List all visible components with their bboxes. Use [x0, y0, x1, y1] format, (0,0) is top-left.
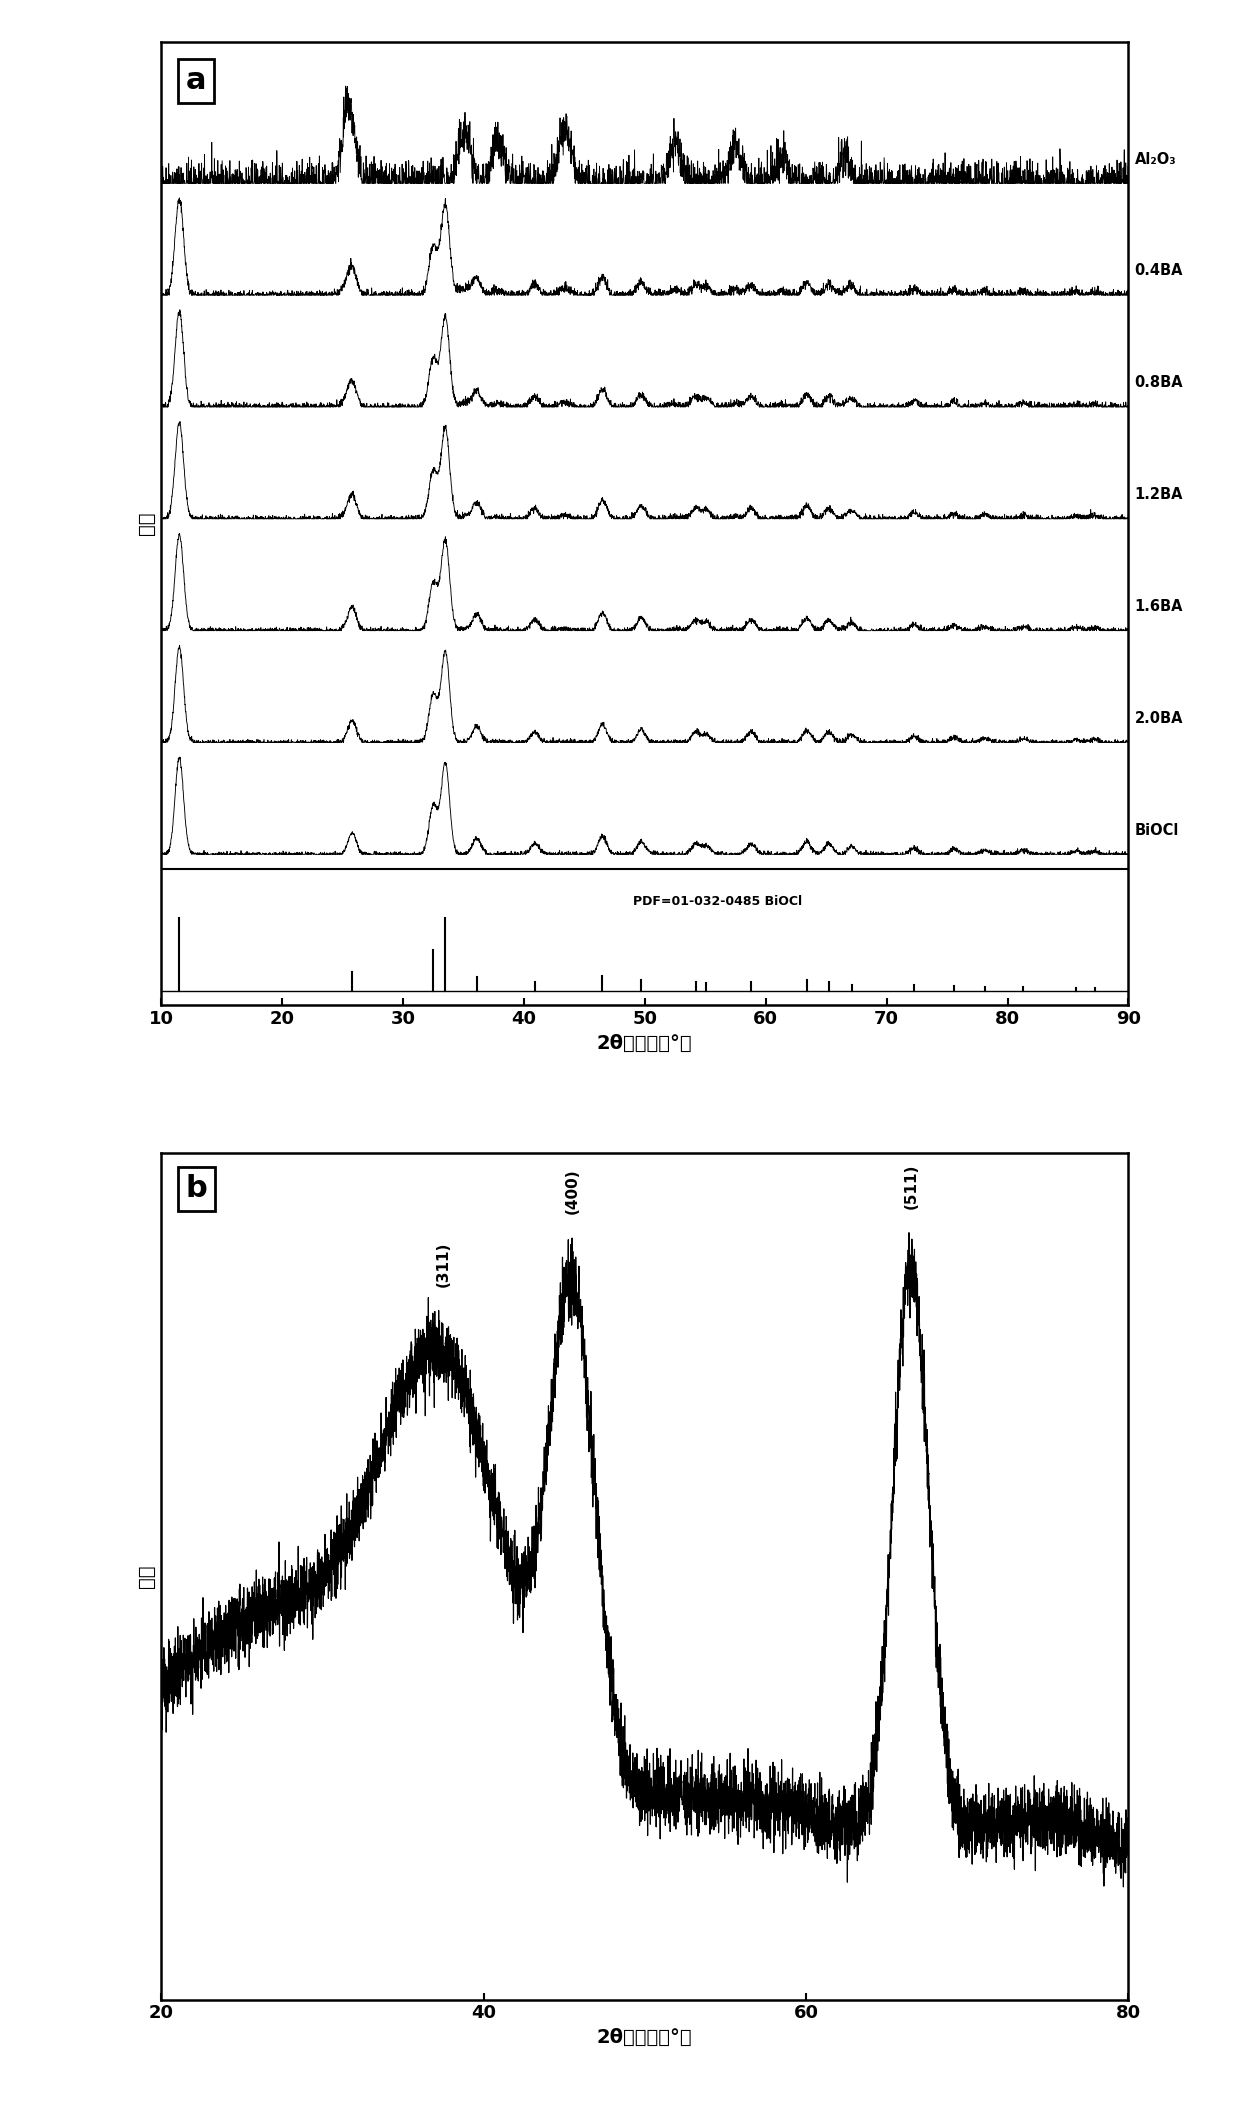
- Text: Al₂O₃: Al₂O₃: [1135, 152, 1176, 167]
- Text: 0.4BA: 0.4BA: [1135, 262, 1183, 279]
- Text: BiOCl: BiOCl: [1135, 823, 1179, 838]
- Text: 0.8BA: 0.8BA: [1135, 375, 1183, 389]
- Text: (400): (400): [564, 1168, 580, 1215]
- Text: a: a: [186, 66, 206, 95]
- Y-axis label: 强度: 强度: [136, 1564, 156, 1589]
- Text: 1.6BA: 1.6BA: [1135, 599, 1183, 614]
- Text: 2.0BA: 2.0BA: [1135, 711, 1183, 726]
- Text: PDF=01-032-0485 BiOCl: PDF=01-032-0485 BiOCl: [632, 895, 802, 908]
- X-axis label: 2θ衍射角（°）: 2θ衍射角（°）: [596, 2027, 693, 2046]
- Text: (511): (511): [903, 1164, 919, 1208]
- Text: (311): (311): [435, 1242, 451, 1287]
- X-axis label: 2θ衍射角（°）: 2θ衍射角（°）: [596, 1033, 693, 1052]
- Y-axis label: 强度: 强度: [136, 512, 156, 535]
- Text: b: b: [186, 1174, 207, 1204]
- Text: 1.2BA: 1.2BA: [1135, 487, 1183, 501]
